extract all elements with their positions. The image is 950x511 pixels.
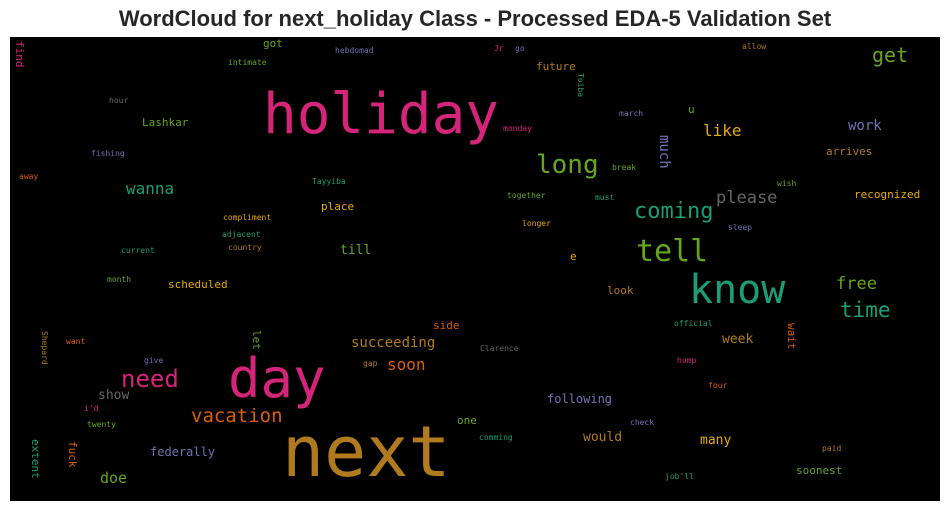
wordcloud-word: wanna <box>126 179 175 198</box>
wordcloud-word: tell <box>636 234 709 269</box>
wordcloud-word: know <box>689 267 786 313</box>
wordcloud-word: wait <box>785 323 798 350</box>
wordcloud-word: compliment <box>223 213 272 222</box>
wordcloud-word: doe <box>100 469 128 487</box>
wordcloud-word: holiday <box>263 82 500 147</box>
wordcloud-word: get <box>872 43 909 67</box>
wordcloud-word: one <box>457 414 477 427</box>
wordcloud-word: check <box>630 418 655 427</box>
wordcloud-word: Clarence <box>480 344 519 353</box>
wordcloud-word: official <box>674 319 713 328</box>
wordcloud-word: like <box>703 121 742 140</box>
wordcloud-word: next <box>282 411 451 493</box>
wordcloud-word: week <box>722 332 754 347</box>
wordcloud-word: look <box>607 284 634 297</box>
wordcloud-word: extent <box>29 439 42 479</box>
wordcloud-word: Toiba <box>576 73 585 98</box>
wordcloud-word: long <box>536 150 599 180</box>
wordcloud-word: intimate <box>228 58 267 67</box>
wordcloud-word: much <box>656 135 672 169</box>
wordcloud-word: work <box>848 118 882 134</box>
wordcloud-word: recognized <box>854 188 921 201</box>
wordcloud-word: would <box>583 430 623 445</box>
wordcloud-word: twenty <box>87 420 116 429</box>
wordcloud-word: show <box>98 388 130 403</box>
wordcloud-word: place <box>321 200 355 213</box>
wordcloud-word: federally <box>150 445 216 459</box>
wordcloud-word: Jr <box>494 44 504 53</box>
wordcloud-word: break <box>612 163 637 172</box>
wordcloud-word: current <box>121 246 155 255</box>
wordcloud-word: longer <box>522 219 551 228</box>
wordcloud-word: job'll <box>665 472 694 481</box>
wordcloud-word: free <box>836 274 877 294</box>
wordcloud-word: four <box>708 381 728 390</box>
wordcloud-word: hump <box>677 356 697 365</box>
wordcloud-word: allow <box>742 42 767 51</box>
wordcloud-word: give <box>144 356 164 365</box>
wordcloud-word: let <box>250 330 263 350</box>
wordcloud-word: Tayyiba <box>312 177 346 186</box>
wordcloud-word: wish <box>777 179 797 188</box>
wordcloud-word: hour <box>109 96 129 105</box>
wordcloud-word: monday <box>503 124 532 133</box>
wordcloud-word: till <box>340 243 372 258</box>
wordcloud-word: together <box>507 191 546 200</box>
wordcloud-word: many <box>700 433 732 448</box>
wordcloud-word: must <box>595 193 615 202</box>
wordcloud-word: want <box>66 337 86 346</box>
wordcloud-word: month <box>107 275 132 284</box>
wordcloud-word: i'd <box>84 404 99 413</box>
wordcloud-word: coming <box>634 199 714 224</box>
wordcloud-word: comming <box>479 433 513 442</box>
wordcloud-word: Lashkar <box>142 116 189 129</box>
wordcloud-word: day <box>228 347 326 410</box>
wordcloud-word: march <box>619 109 644 118</box>
wordcloud-word: find <box>13 41 26 68</box>
wordcloud-word: soon <box>387 355 426 374</box>
wordcloud-word: need <box>121 365 179 393</box>
wordcloud-word: Shepard <box>40 331 49 365</box>
wordcloud-canvas: next holiday day know tell long need coming vaca… <box>10 37 940 501</box>
wordcloud-word: soonest <box>796 464 843 477</box>
wordcloud-word: please <box>716 188 778 208</box>
wordcloud-word: paid <box>822 444 842 453</box>
wordcloud-word: sleep <box>728 223 753 232</box>
wordcloud-word: side <box>433 319 460 332</box>
wordcloud-word: hebdomad <box>335 46 374 55</box>
wordcloud-word: arrives <box>826 145 873 158</box>
wordcloud-word: time <box>840 298 891 322</box>
wordcloud-word: fuck <box>66 441 79 468</box>
wordcloud-word: country <box>228 243 262 252</box>
wordcloud-word: vacation <box>191 405 283 427</box>
wordcloud-word: e <box>570 250 577 263</box>
wordcloud-word: got <box>263 37 283 50</box>
wordcloud-word: fishing <box>91 149 125 158</box>
wordcloud-word: u <box>688 103 695 116</box>
wordcloud-word: adjacent <box>222 230 261 239</box>
wordcloud-word: future <box>536 60 576 73</box>
wordcloud-word: go <box>515 44 525 53</box>
wordcloud-word: succeeding <box>351 335 436 351</box>
wordcloud-word: following <box>547 392 613 406</box>
wordcloud-word: gap <box>363 359 378 368</box>
chart-title: WordCloud for next_holiday Class - Proce… <box>118 6 832 31</box>
wordcloud-word: away <box>19 172 39 181</box>
wordcloud-word: scheduled <box>168 278 228 291</box>
